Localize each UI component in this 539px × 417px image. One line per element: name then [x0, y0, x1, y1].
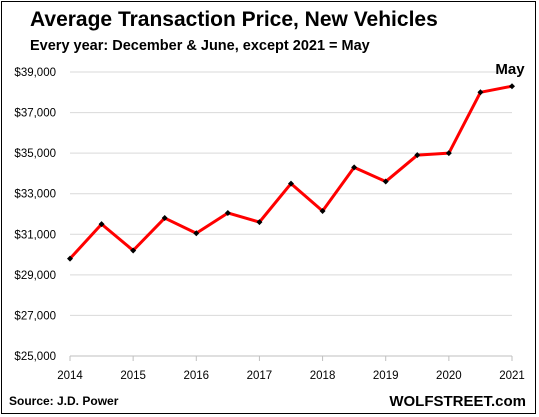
y-tick-label: $35,000 [14, 148, 56, 160]
data-point [256, 219, 263, 226]
chart-title: Average Transaction Price, New Vehicles [30, 8, 438, 31]
x-axis: 2014 2015 2016 2017 2018 2019 2020 2021 [57, 355, 525, 382]
y-tick-label: $33,000 [14, 189, 56, 201]
series-line [68, 84, 513, 260]
may-annotation: May [495, 61, 525, 78]
data-point [161, 215, 168, 222]
x-tick-label: 2014 [57, 370, 83, 382]
x-tick-label: 2015 [120, 370, 146, 382]
data-point [351, 164, 358, 171]
data-point [319, 207, 326, 214]
data-point [67, 255, 73, 262]
data-point [98, 221, 105, 228]
data-point [509, 83, 515, 90]
data-point [382, 178, 389, 185]
gridlines [70, 71, 512, 316]
data-point [477, 89, 484, 96]
data-point [193, 230, 200, 237]
x-tick-label: 2017 [247, 370, 273, 382]
y-axis: $25,000 $27,000 $29,000 $31,000 $33,000 $35,0… [14, 67, 56, 363]
y-tick-label: $31,000 [14, 229, 56, 241]
data-point [414, 152, 421, 159]
data-point [445, 150, 452, 157]
y-tick-label: $29,000 [14, 270, 56, 282]
y-tick-label: $37,000 [14, 108, 56, 120]
x-tick-label: 2016 [183, 370, 209, 382]
source-label: Source: J.D. Power [9, 394, 119, 408]
data-point [224, 209, 231, 216]
x-tick-label: 2019 [373, 370, 399, 382]
y-tick-label: $27,000 [14, 310, 56, 322]
y-tick-label: $25,000 [14, 351, 56, 363]
x-tick-label: 2021 [499, 370, 525, 382]
data-point [130, 247, 137, 254]
chart-subtitle: Every year: December & June, except 2021… [30, 38, 370, 54]
x-tick-label: 2020 [436, 370, 462, 382]
brand-label: WOLFSTREET.com [389, 393, 526, 410]
series-layer [67, 83, 515, 262]
x-tick-label: 2018 [310, 370, 336, 382]
data-point [288, 180, 294, 187]
y-tick-label: $39,000 [14, 67, 56, 79]
